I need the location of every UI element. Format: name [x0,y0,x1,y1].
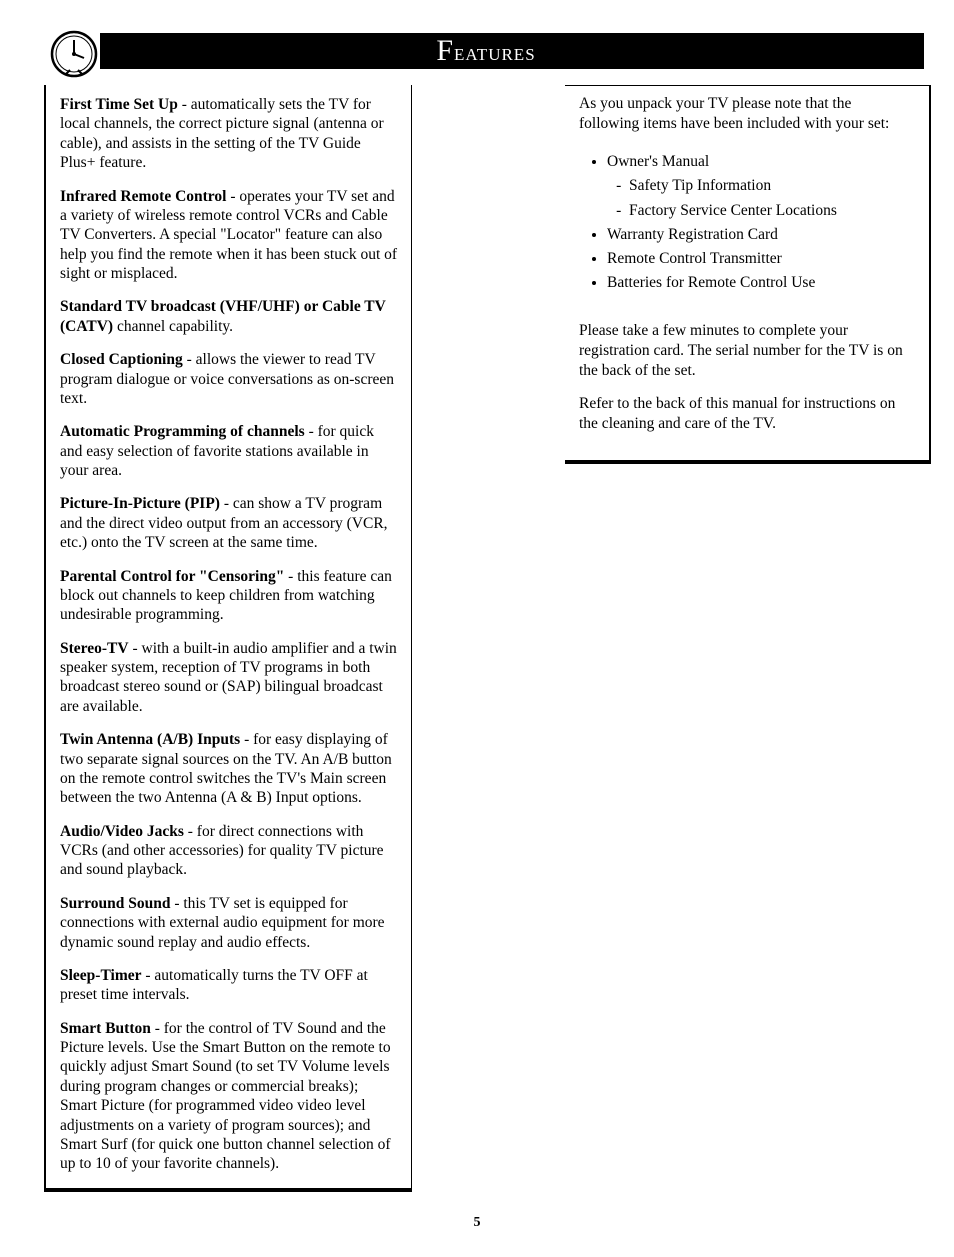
feature-item: Closed Captioning - allows the viewer to… [60,350,399,408]
sub-list: Safety Tip Information Factory Service Ce… [607,176,915,220]
care-note: Refer to the back of this manual for ins… [579,394,915,434]
feature-item: Parental Control for "Censoring" - this … [60,567,399,625]
feature-lead: Parental Control for "Censoring" [60,568,284,585]
feature-lead: First Time Set Up [60,96,178,113]
feature-item: Surround Sound - this TV set is equipped… [60,894,399,952]
header-bar: Features [48,33,924,69]
registration-note: Please take a few minutes to complete yo… [579,321,915,381]
feature-lead: Surround Sound [60,895,170,912]
included-items-column: As you unpack your TV please note that t… [565,85,931,464]
list-item: Batteries for Remote Control Use [607,273,915,293]
feature-item: Smart Button - for the control of TV Sou… [60,1019,399,1174]
included-items-list: Owner's ManualSafety Tip InformationFact… [579,152,915,293]
list-item: Warranty Registration Card [607,225,915,245]
sub-list-item: Factory Service Center Locations [629,201,915,221]
feature-body: channel capability. [113,318,233,335]
sub-list-item: Safety Tip Information [629,176,915,196]
feature-lead: Sleep-Timer [60,967,142,984]
feature-lead: Picture-In-Picture (PIP) [60,495,220,512]
features-column: First Time Set Up - automatically sets t… [44,85,412,1192]
feature-lead: Closed Captioning [60,351,183,368]
feature-item: Standard TV broadcast (VHF/UHF) or Cable… [60,297,399,336]
feature-lead: Infrared Remote Control [60,188,226,205]
feature-lead: Automatic Programming of channels [60,423,305,440]
feature-item: Stereo-TV - with a built-in audio amplif… [60,639,399,717]
feature-item: Automatic Programming of channels - for … [60,422,399,480]
header-title: Features [436,34,535,68]
feature-item: Infrared Remote Control - operates your … [60,187,399,284]
feature-item: Sleep-Timer - automatically turns the TV… [60,966,399,1005]
feature-lead: Stereo-TV [60,640,129,657]
clock-icon [48,26,100,78]
feature-item: Audio/Video Jacks - for direct connectio… [60,822,399,880]
feature-lead: Smart Button [60,1020,151,1037]
page-number: 5 [0,1215,954,1231]
feature-lead: Twin Antenna (A/B) Inputs [60,731,240,748]
feature-item: First Time Set Up - automatically sets t… [60,95,399,173]
list-item: Remote Control Transmitter [607,249,915,269]
feature-item: Picture-In-Picture (PIP) - can show a TV… [60,494,399,552]
unpack-intro: As you unpack your TV please note that t… [579,94,915,134]
feature-item: Twin Antenna (A/B) Inputs - for easy dis… [60,730,399,808]
feature-lead: Audio/Video Jacks [60,823,184,840]
list-item: Owner's ManualSafety Tip InformationFact… [607,152,915,220]
feature-body: - for the control of TV Sound and the Pi… [60,1020,391,1173]
